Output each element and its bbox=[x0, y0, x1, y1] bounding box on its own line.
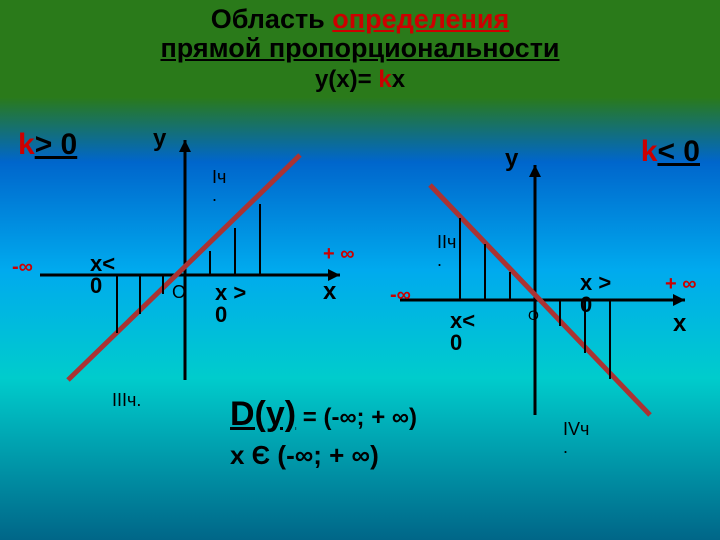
k-negative-label: k< 0 bbox=[641, 135, 700, 169]
domain-block: D(у) = (-∞; + ∞) х Є (-∞; + ∞) bbox=[230, 395, 417, 471]
pos-infinity: + ∞ bbox=[323, 243, 355, 266]
quadrant-3: IIIч. bbox=[112, 391, 141, 409]
title-line2: прямой пропорциональности bbox=[0, 33, 720, 64]
x-neg-region-r: х< 0 bbox=[450, 310, 475, 354]
y-axis-label: у bbox=[153, 125, 166, 153]
domain-line1: D(у) = (-∞; + ∞) bbox=[230, 395, 417, 434]
quadrant-4: IVч. bbox=[563, 420, 589, 456]
title-word2: определения bbox=[332, 4, 509, 34]
title-block: Область определения прямой пропорциональ… bbox=[0, 0, 720, 94]
graph-right: у х О -∞ + ∞ х< 0 х > 0 IIч. IVч. bbox=[400, 165, 700, 425]
domain-line2: х Є (-∞; + ∞) bbox=[230, 440, 417, 471]
origin-label-r: О bbox=[528, 307, 539, 323]
neg-infinity: -∞ bbox=[12, 256, 33, 279]
x-pos-region-r: х > 0 bbox=[580, 272, 611, 316]
y-axis-label-r: у bbox=[505, 145, 518, 173]
quadrant-2: IIч. bbox=[437, 233, 456, 269]
x-pos-region: х > 0 bbox=[215, 282, 246, 326]
x-neg-region: х< 0 bbox=[90, 253, 115, 297]
x-axis-label: х bbox=[323, 278, 336, 306]
title-word1: Область bbox=[211, 4, 325, 34]
title-line3: y(х)= kх bbox=[0, 66, 720, 94]
quadrant-1: Iч. bbox=[212, 168, 226, 204]
origin-label: О bbox=[172, 282, 186, 303]
pos-infinity-r: + ∞ bbox=[665, 273, 697, 296]
graph-right-svg bbox=[400, 165, 700, 425]
graph-left: у х О -∞ + ∞ х< 0 х > 0 Iч. IIIч. bbox=[40, 130, 360, 390]
x-axis-label-r: х bbox=[673, 310, 686, 338]
title-line1: Область определения bbox=[0, 4, 720, 35]
graph-left-svg bbox=[40, 130, 360, 390]
neg-infinity-r: -∞ bbox=[390, 284, 411, 307]
